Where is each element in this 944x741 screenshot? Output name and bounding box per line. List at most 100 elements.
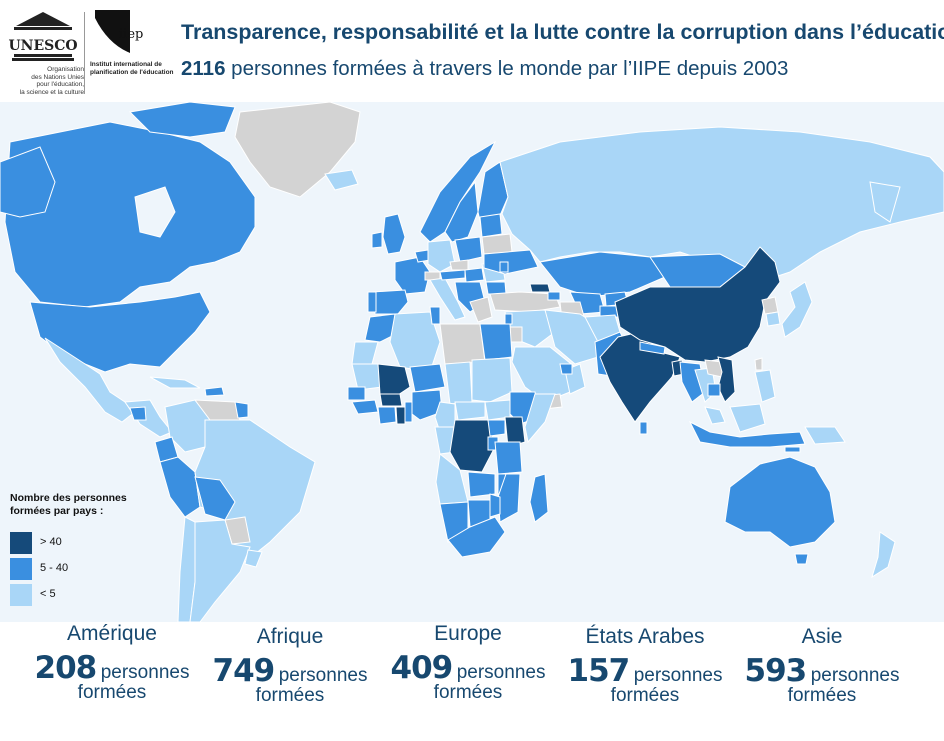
legend-label-low: < 5 bbox=[40, 588, 56, 600]
country-guatemala bbox=[129, 406, 147, 421]
country-armenia bbox=[547, 291, 561, 301]
country-alaska bbox=[0, 146, 56, 218]
legend-item-low: < 5 bbox=[10, 584, 130, 606]
country-central-america bbox=[124, 399, 173, 438]
country-china bbox=[614, 246, 781, 363]
map-legend: Nombre des personnes formées par pays : … bbox=[10, 492, 160, 606]
hudson-bay bbox=[134, 186, 176, 238]
country-new-zealand bbox=[871, 531, 896, 579]
country-moldova bbox=[499, 261, 509, 273]
region-name: Europe bbox=[434, 622, 502, 645]
country-niger bbox=[409, 363, 446, 393]
region-unit: personnes bbox=[810, 665, 900, 686]
country-vietnam bbox=[717, 356, 736, 403]
region-name: Amérique bbox=[67, 622, 157, 645]
legend-swatch-high bbox=[10, 532, 32, 554]
country-south-africa bbox=[447, 516, 506, 558]
country-mali bbox=[377, 363, 411, 398]
logo-divider bbox=[84, 12, 85, 94]
country-canada bbox=[4, 121, 256, 308]
region-unit: personnes bbox=[456, 662, 546, 683]
region-name: Afrique bbox=[256, 625, 324, 648]
country-burkina-faso bbox=[379, 393, 403, 407]
country-tanzania bbox=[494, 441, 523, 475]
country-lebanon bbox=[504, 313, 513, 325]
region-amerique: Amérique 208 personnes formées bbox=[22, 622, 202, 704]
country-sri-lanka bbox=[639, 421, 648, 435]
header: UNESCO Organisation des Nations Unies po… bbox=[0, 0, 944, 102]
country-ghana bbox=[395, 406, 406, 425]
country-nepal bbox=[639, 341, 666, 355]
region-count-line: 208 personnes bbox=[22, 650, 202, 686]
country-philippines bbox=[754, 369, 776, 403]
country-ukraine bbox=[483, 249, 539, 275]
region-unit2: formées bbox=[255, 685, 325, 706]
region-afrique: Afrique 749 personnes formées bbox=[200, 622, 380, 707]
unesco-logo-text: UNESCO bbox=[8, 38, 77, 54]
subtitle-number: 2116 bbox=[181, 57, 226, 80]
page-subtitle: 2116 personnes formées à travers le mond… bbox=[181, 57, 788, 81]
region-count: 157 bbox=[567, 653, 631, 689]
country-guyana bbox=[234, 401, 249, 419]
region-count: 593 bbox=[744, 653, 808, 689]
region-unit2: formées bbox=[787, 685, 857, 706]
country-canada-islands bbox=[128, 102, 236, 138]
country-hungary bbox=[464, 267, 485, 283]
iiep-logo-text: iiep bbox=[119, 27, 143, 42]
country-timor bbox=[784, 446, 801, 453]
country-mauritania bbox=[351, 363, 383, 391]
country-borneo bbox=[729, 403, 766, 433]
country-car bbox=[454, 401, 486, 421]
page-title: Transparence, responsabilité et la lutte… bbox=[181, 20, 944, 44]
country-germany bbox=[427, 239, 456, 273]
country-australia bbox=[724, 456, 836, 548]
country-usa bbox=[29, 291, 211, 373]
subtitle-text: personnes formées à travers le monde par… bbox=[225, 57, 789, 80]
country-taiwan bbox=[754, 357, 763, 371]
region-count-line: 593 personnes bbox=[732, 653, 912, 689]
region-etats-arabes: États Arabes 157 personnes formées bbox=[555, 622, 735, 707]
iiep-caption: Institut international de planification … bbox=[90, 61, 174, 76]
country-guinea bbox=[351, 399, 379, 415]
legend-swatch-low bbox=[10, 584, 32, 606]
unesco-logo: UNESCO Organisation des Nations Unies po… bbox=[6, 8, 84, 96]
country-indonesia bbox=[688, 420, 806, 448]
country-haiti bbox=[204, 386, 225, 397]
country-korea-south bbox=[765, 311, 781, 327]
country-cambodia bbox=[707, 383, 721, 397]
country-baltics bbox=[479, 213, 503, 238]
country-papua bbox=[804, 426, 846, 445]
region-unit2: formées bbox=[610, 685, 680, 706]
country-cuba bbox=[149, 376, 201, 389]
region-name: Asie bbox=[801, 625, 843, 648]
unesco-caption: Organisation des Nations Unies pour l'éd… bbox=[19, 66, 84, 96]
country-bulgaria bbox=[485, 281, 507, 295]
legend-item-high: > 40 bbox=[10, 532, 130, 554]
country-benin-togo bbox=[404, 401, 413, 423]
country-somalia bbox=[524, 393, 556, 444]
country-chad bbox=[444, 361, 473, 405]
country-uk bbox=[382, 213, 406, 255]
country-portugal bbox=[367, 291, 377, 313]
world-map: Nombre des personnes formées par pays : … bbox=[0, 102, 944, 622]
region-count-line: 749 personnes bbox=[200, 653, 380, 689]
country-libya bbox=[439, 323, 486, 365]
region-unit: personnes bbox=[633, 665, 723, 686]
country-georgia bbox=[529, 283, 551, 293]
world-map-svg bbox=[0, 102, 944, 622]
region-count-line: 157 personnes bbox=[555, 653, 735, 689]
iiep-logo: iiep Institut international de planifica… bbox=[90, 8, 175, 88]
country-ireland bbox=[371, 231, 383, 249]
country-uruguay bbox=[244, 549, 263, 568]
country-senegal bbox=[347, 386, 366, 401]
legend-item-mid: 5 - 40 bbox=[10, 558, 130, 580]
legend-title: Nombre des personnes formées par pays : bbox=[10, 492, 127, 517]
country-nigeria bbox=[411, 389, 443, 421]
country-tasmania bbox=[794, 553, 809, 565]
country-greece bbox=[469, 296, 493, 323]
region-unit: personnes bbox=[278, 665, 368, 686]
country-malaysia bbox=[704, 406, 726, 425]
country-kazakhstan bbox=[539, 251, 666, 298]
country-madagascar bbox=[529, 473, 549, 523]
country-cote-ivoire bbox=[377, 406, 397, 425]
